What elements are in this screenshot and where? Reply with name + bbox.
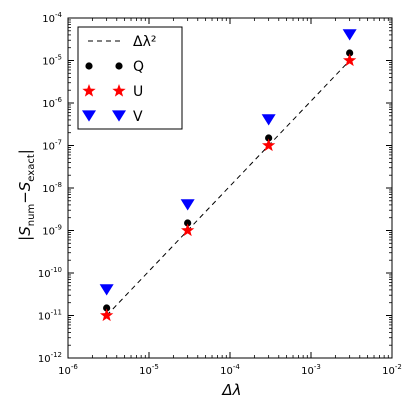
legend-marker — [85, 62, 93, 70]
legend-marker — [112, 110, 126, 122]
legend-marker — [115, 62, 123, 70]
y-tick-label: 10-10 — [38, 266, 62, 280]
point-v — [342, 29, 357, 41]
point-u — [99, 308, 114, 322]
x-tick-label: 10-2 — [382, 363, 402, 377]
legend: Δλ² QUV — [77, 26, 183, 130]
y-tick-label: 10-9 — [42, 224, 62, 238]
point-q — [103, 304, 111, 312]
x-tick-label: 10-6 — [58, 363, 78, 377]
y-tick-label: 10-8 — [42, 181, 62, 195]
point-u — [261, 138, 276, 152]
plot-marks — [99, 29, 357, 322]
reference-line — [106, 60, 351, 316]
point-q — [184, 219, 192, 227]
point-q — [346, 49, 354, 57]
x-tick-label: 10-3 — [301, 363, 321, 377]
y-tick-label: 10-7 — [42, 139, 62, 153]
point-v — [261, 114, 276, 126]
legend-label: U — [133, 84, 143, 100]
point-v — [99, 284, 114, 296]
legend-marker — [112, 84, 126, 97]
axis-ticks: 10-6 10-5 10-4 10-3 10-2 10-12 10-11 10-10 10-9 1… — [38, 11, 402, 377]
y-axis-label: |Snum−Sexact| — [16, 149, 37, 241]
x-axis-label: Δλ — [221, 381, 241, 399]
x-tick-label: 10-4 — [220, 363, 240, 377]
y-tick-label: 10-4 — [42, 11, 62, 25]
legend-label: V — [133, 109, 143, 125]
y-tick-label: 10-12 — [38, 351, 62, 365]
legend-marker — [82, 84, 96, 97]
point-u — [180, 223, 195, 237]
legend-label: Δλ² — [133, 34, 156, 50]
legend-marker — [82, 110, 96, 122]
x-tick-label: 10-5 — [139, 363, 159, 377]
y-tick-label: 10-11 — [38, 309, 62, 323]
point-u — [342, 53, 357, 67]
legend-box — [77, 26, 183, 130]
legend-label: Q — [133, 59, 144, 75]
y-tick-label: 10-6 — [42, 96, 62, 110]
point-v — [180, 199, 195, 211]
point-q — [265, 134, 273, 142]
y-tick-label: 10-5 — [42, 54, 62, 68]
